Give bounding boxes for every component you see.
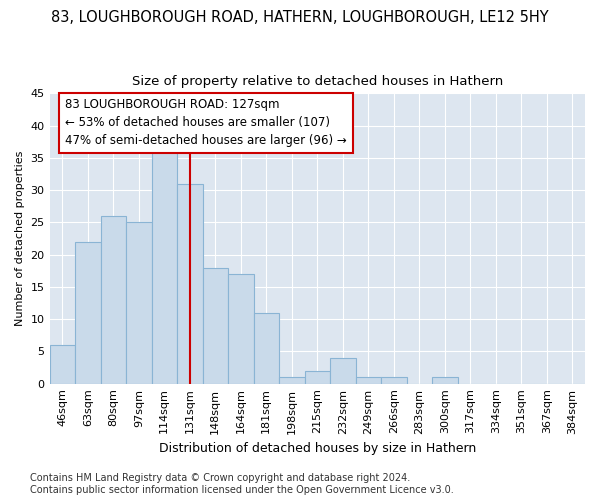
Title: Size of property relative to detached houses in Hathern: Size of property relative to detached ho…	[131, 75, 503, 88]
Bar	[356, 377, 381, 384]
Bar	[50, 345, 75, 384]
Bar	[432, 377, 458, 384]
Text: 83, LOUGHBOROUGH ROAD, HATHERN, LOUGHBOROUGH, LE12 5HY: 83, LOUGHBOROUGH ROAD, HATHERN, LOUGHBOR…	[51, 10, 549, 25]
Bar	[203, 268, 228, 384]
Text: 83 LOUGHBOROUGH ROAD: 127sqm
← 53% of detached houses are smaller (107)
47% of s: 83 LOUGHBOROUGH ROAD: 127sqm ← 53% of de…	[65, 98, 347, 148]
Bar	[75, 242, 101, 384]
Bar	[305, 371, 330, 384]
Bar	[381, 377, 407, 384]
Bar	[177, 184, 203, 384]
Bar	[228, 274, 254, 384]
Bar	[126, 222, 152, 384]
Bar	[330, 358, 356, 384]
Bar	[279, 377, 305, 384]
Bar	[101, 216, 126, 384]
Text: Contains HM Land Registry data © Crown copyright and database right 2024.
Contai: Contains HM Land Registry data © Crown c…	[30, 474, 454, 495]
Bar	[152, 145, 177, 384]
X-axis label: Distribution of detached houses by size in Hathern: Distribution of detached houses by size …	[158, 442, 476, 455]
Y-axis label: Number of detached properties: Number of detached properties	[15, 151, 25, 326]
Bar	[254, 312, 279, 384]
